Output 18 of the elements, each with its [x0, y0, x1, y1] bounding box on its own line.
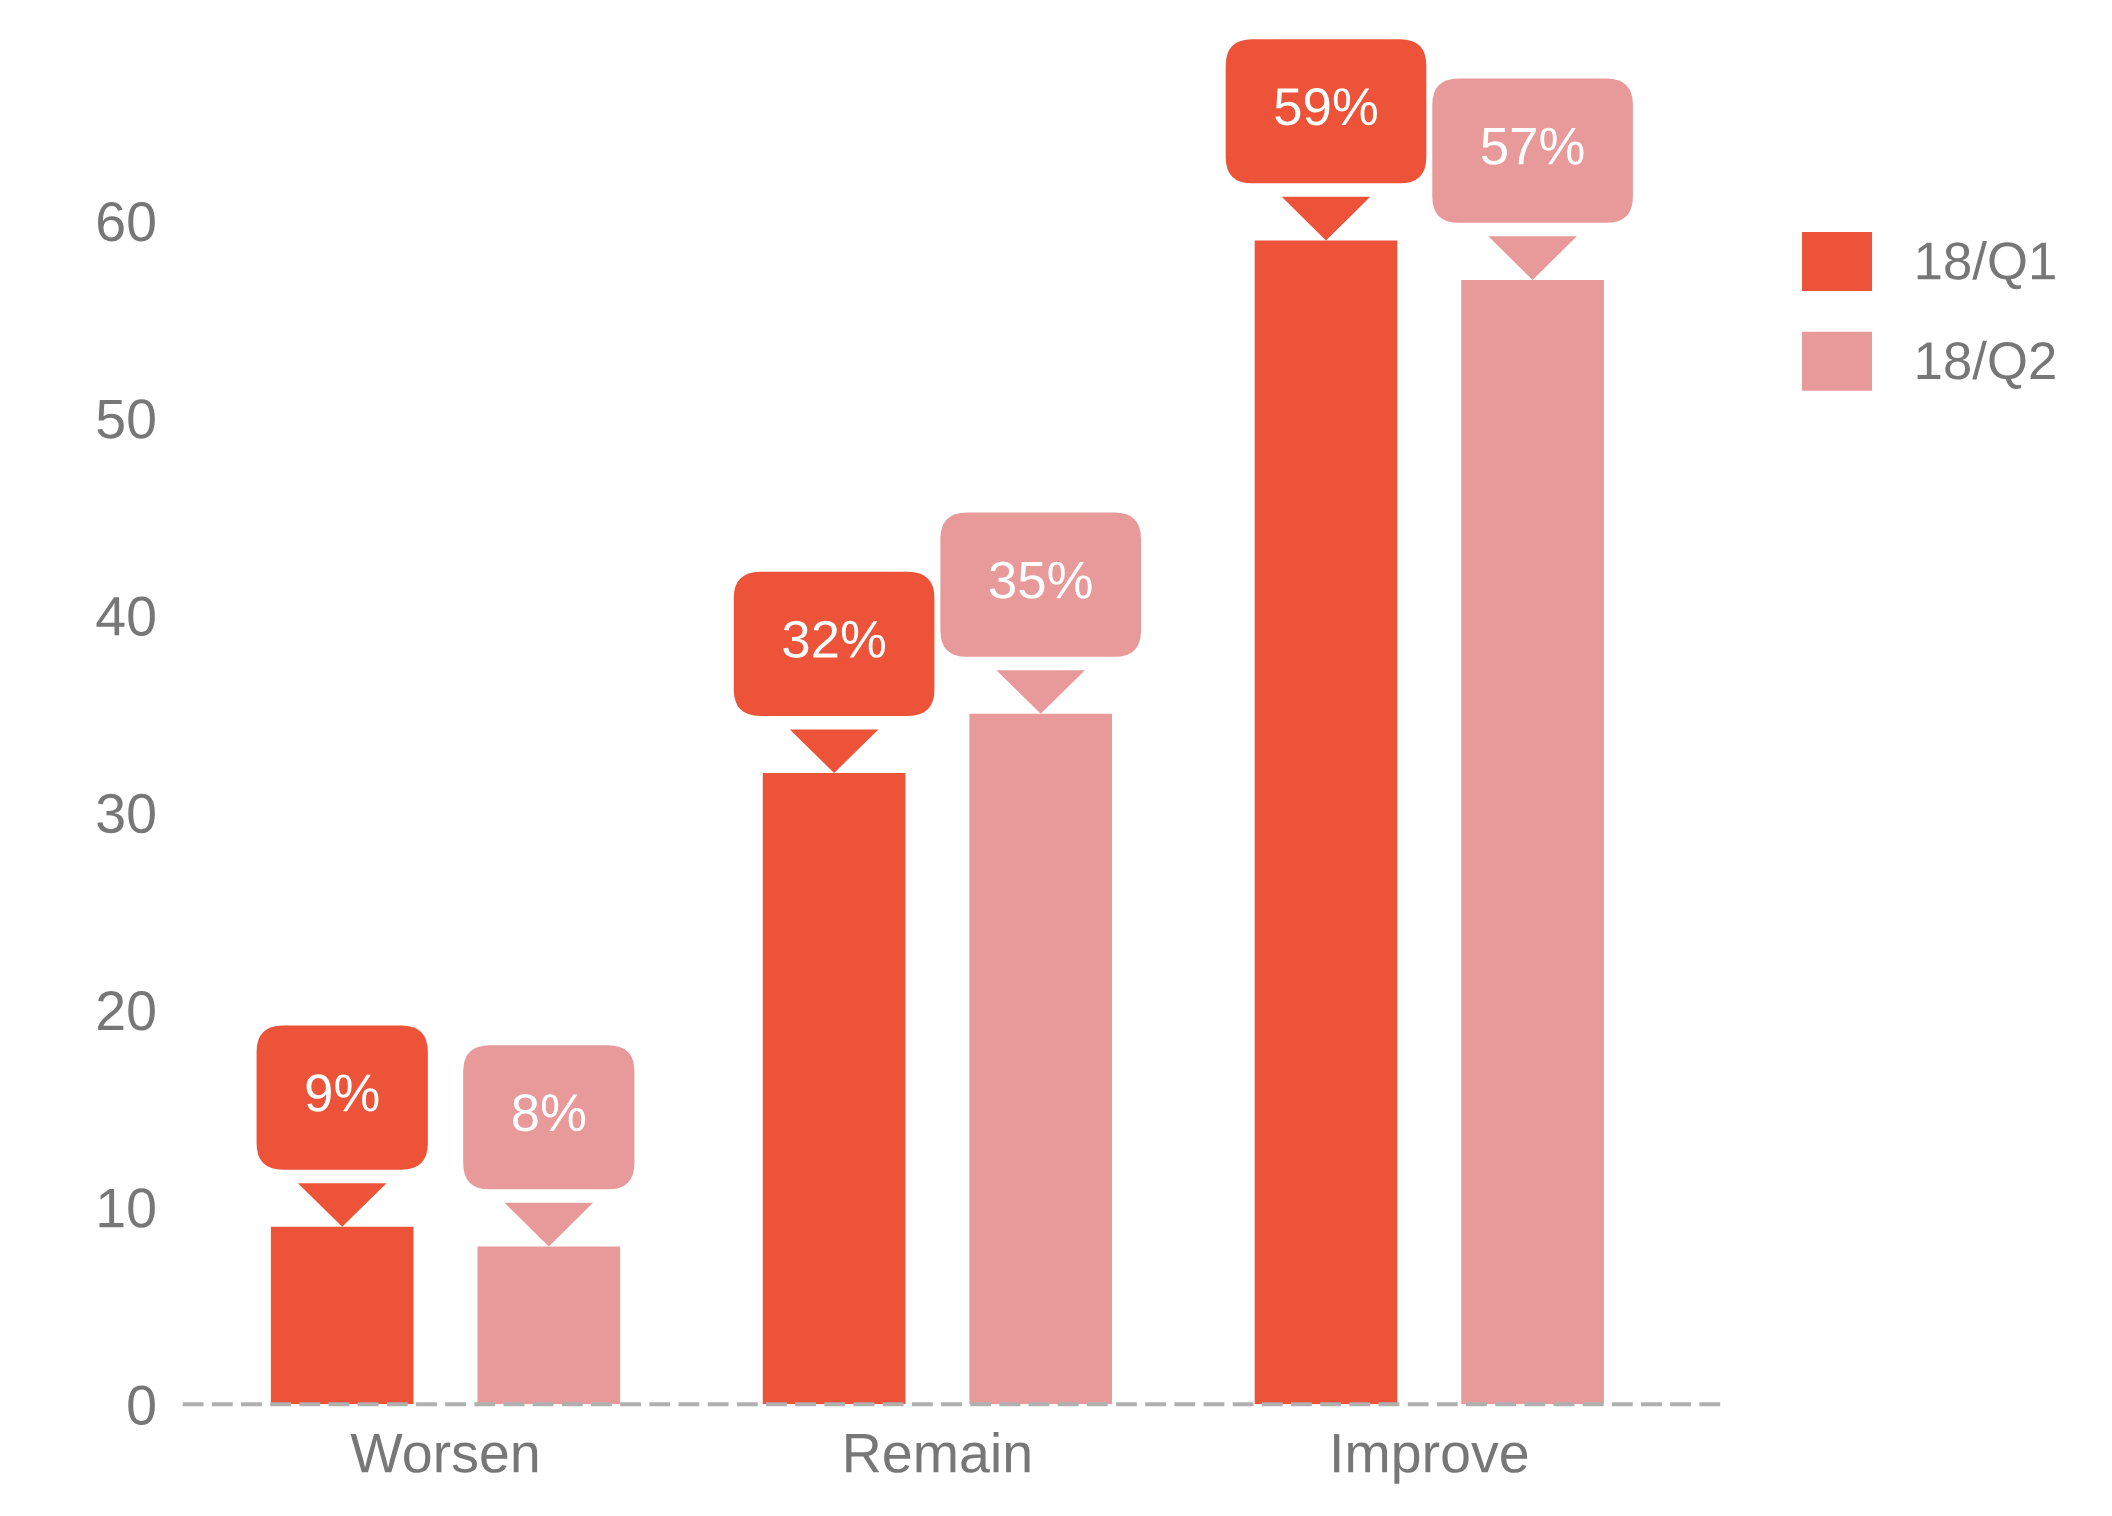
y-tick-label: 40: [96, 596, 155, 636]
y-tick-label: 20: [98, 991, 155, 1031]
x-tick-label: Worsen: [350, 1434, 538, 1473]
data-label: 35%: [989, 561, 1092, 599]
y-tick-label: 0: [128, 1385, 155, 1425]
x-tick-label: Improve: [1334, 1434, 1528, 1484]
data-label: 59%: [1275, 88, 1377, 126]
data-label: 57%: [1481, 127, 1584, 165]
y-tick-label: 50: [97, 399, 155, 439]
y-tick-label: 10: [99, 1188, 155, 1228]
data-label: 32%: [783, 620, 886, 659]
legend-label: 18/Q2: [1917, 340, 2055, 389]
y-tick-label: 30: [97, 793, 155, 834]
data-label: 8%: [512, 1094, 586, 1132]
data-label: 9%: [306, 1074, 379, 1112]
x-tick-label: Remain: [846, 1432, 1030, 1473]
y-tick-label: 60: [98, 202, 155, 242]
legend-label: 18/Q1: [1917, 240, 2055, 290]
